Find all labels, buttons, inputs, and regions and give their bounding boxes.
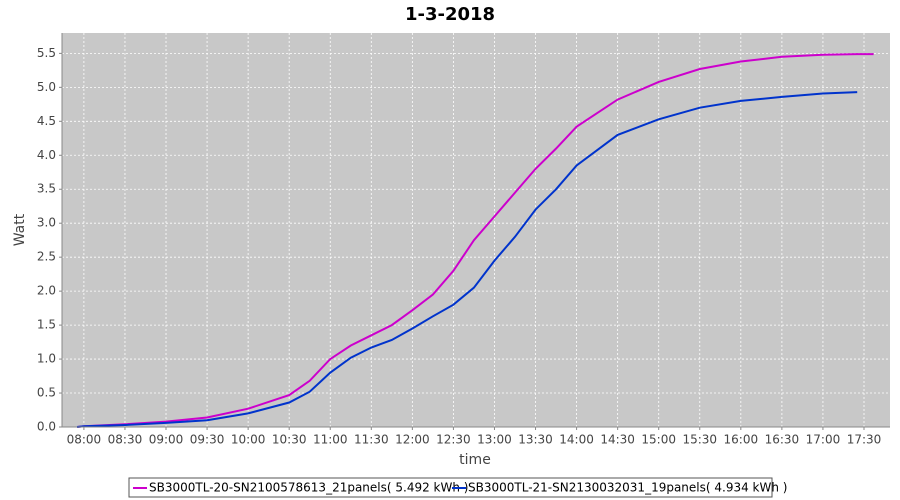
y-tick-label: 2.0	[37, 284, 56, 298]
y-tick-label: 1.5	[37, 318, 56, 332]
series-line	[76, 91, 858, 428]
x-tick-label: 13:30	[518, 433, 553, 447]
y-tick-label: 0.0	[37, 420, 56, 434]
series-line	[76, 53, 874, 428]
y-tick-label: 3.5	[37, 182, 56, 196]
y-tick-label: 2.5	[37, 250, 56, 264]
plot-area	[62, 33, 890, 427]
y-tick-label: 1.0	[37, 352, 56, 366]
x-tick-label: 10:30	[272, 433, 307, 447]
x-tick-label: 14:00	[559, 433, 594, 447]
legend	[128, 477, 773, 498]
y-tick-label: 5.0	[37, 80, 56, 94]
y-tick-label: 4.0	[37, 148, 56, 162]
x-tick-label: 12:00	[395, 433, 430, 447]
chart-title: 1-3-2018	[405, 4, 495, 25]
x-tick-label: 15:00	[641, 433, 676, 447]
x-tick-label: 08:00	[67, 433, 102, 447]
x-tick-label: 17:00	[806, 433, 841, 447]
y-tick-label: 3.0	[37, 216, 56, 230]
x-tick-label: 14:30	[600, 433, 635, 447]
x-tick-label: 17:30	[847, 433, 882, 447]
x-tick-label: 10:00	[231, 433, 266, 447]
x-tick-label: 08:30	[108, 433, 143, 447]
x-tick-label: 11:30	[354, 433, 389, 447]
x-tick-label: 09:30	[190, 433, 225, 447]
x-tick-label: 11:00	[313, 433, 348, 447]
y-tick-label: 4.5	[37, 114, 56, 128]
x-tick-label: 16:00	[724, 433, 759, 447]
y-tick-label: 5.5	[37, 46, 56, 60]
x-tick-label: 13:00	[477, 433, 512, 447]
x-tick-label: 09:00	[149, 433, 184, 447]
x-tick-label: 12:30	[436, 433, 471, 447]
legend-label: SB3000TL-20-SN2100578613_21panels( 5.492…	[149, 481, 468, 495]
y-axis-label: Watt	[12, 213, 28, 246]
legend-label: SB3000TL-21-SN2130032031_19panels( 4.934…	[468, 481, 787, 495]
x-axis-label: time	[459, 452, 491, 468]
x-tick-label: 15:30	[682, 433, 717, 447]
y-tick-label: 0.5	[37, 386, 56, 400]
x-tick-label: 16:30	[765, 433, 800, 447]
